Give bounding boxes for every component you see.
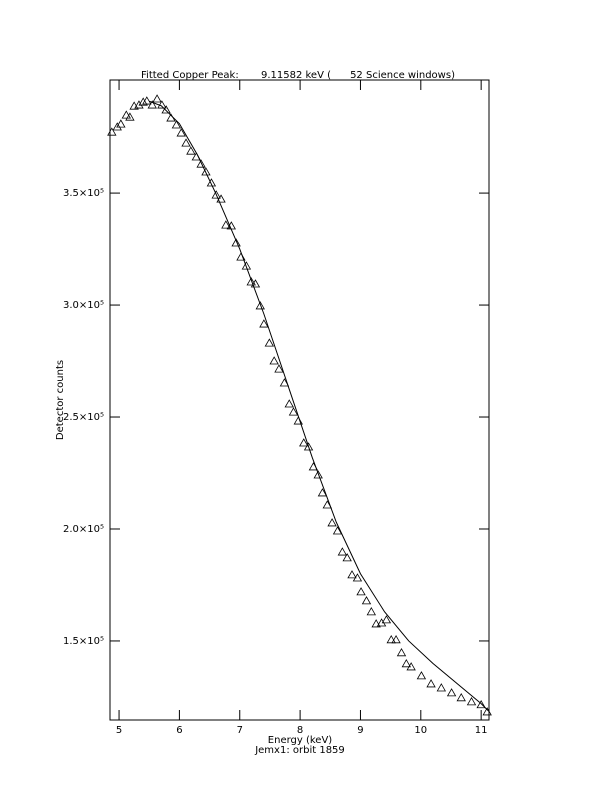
data-point [176,128,186,137]
fit-line [149,100,490,712]
data-point [161,105,171,114]
x-tick-label: 5 [116,725,122,736]
y-axis-label: Detector counts [55,360,66,440]
data-point [466,697,477,706]
data-point [211,190,221,199]
data-point [255,301,265,310]
x-tick-label: 10 [414,725,427,736]
x-axis-label: Energy (keV) [268,735,333,746]
y-tick-label: 3.5×10⁵ [63,188,104,199]
x-tick-label: 9 [357,725,363,736]
data-point [416,671,427,680]
chart-title: Fitted Copper Peak: 9.11582 keV ( 52 Sci… [141,70,455,81]
data-point [347,570,357,579]
data-point [391,635,401,644]
data-point [269,356,279,365]
data-point [107,127,117,136]
data-point [216,194,226,203]
data-point [436,683,447,692]
y-tick-label: 3.0×10⁵ [63,300,104,311]
data-point [352,573,363,582]
y-tick-label: 1.5×10⁵ [63,636,104,647]
data-point [147,100,157,109]
data-point [476,699,486,709]
data-point [134,100,144,109]
data-point [250,279,261,288]
data-point [406,662,416,671]
data-point [181,138,191,147]
data-point [201,167,211,176]
data-point [206,178,217,187]
data-point [246,277,256,286]
data-point [142,96,152,105]
data-point [317,488,328,497]
data-point [366,607,377,616]
data-point [446,688,457,697]
data-point [221,220,231,229]
x-tick-label: 6 [176,725,182,736]
data-point [259,319,269,328]
data-point [303,442,314,451]
data-point [381,615,392,624]
data-point [386,635,396,644]
data-point [196,159,206,168]
data-point [186,146,196,155]
data-point [264,338,275,347]
data-point [241,261,252,270]
data-point [121,110,131,119]
data-point [231,238,241,247]
y-tick-label: 2.5×10⁵ [63,412,104,423]
data-point [396,648,407,657]
data-point [332,526,343,535]
data-point [482,707,492,716]
x-tick-label: 7 [237,725,243,736]
data-point [327,518,337,527]
data-point [299,438,309,447]
plot-frame [109,79,490,721]
data-point [401,658,412,668]
data-point [112,122,122,131]
data-point [116,119,126,128]
data-point [284,399,294,408]
subtitle: Jemx1: orbit 1859 [254,745,345,756]
y-tick-label: 2.0×10⁵ [63,524,104,535]
data-point [313,470,323,479]
data-point [125,112,135,121]
data-point [456,693,466,702]
data-point [279,378,290,387]
data-point [337,547,348,556]
data-point [342,553,352,562]
data-point [274,364,284,373]
data-point [361,596,372,605]
x-tick-label: 8 [297,725,303,736]
data-point [157,100,167,109]
data-point [152,94,162,103]
data-point [426,679,436,688]
x-tick-label: 11 [475,725,488,736]
data-point [371,619,381,628]
data-point [171,120,182,129]
data-point [138,97,148,106]
data-point [288,407,299,416]
data-point [356,587,366,596]
